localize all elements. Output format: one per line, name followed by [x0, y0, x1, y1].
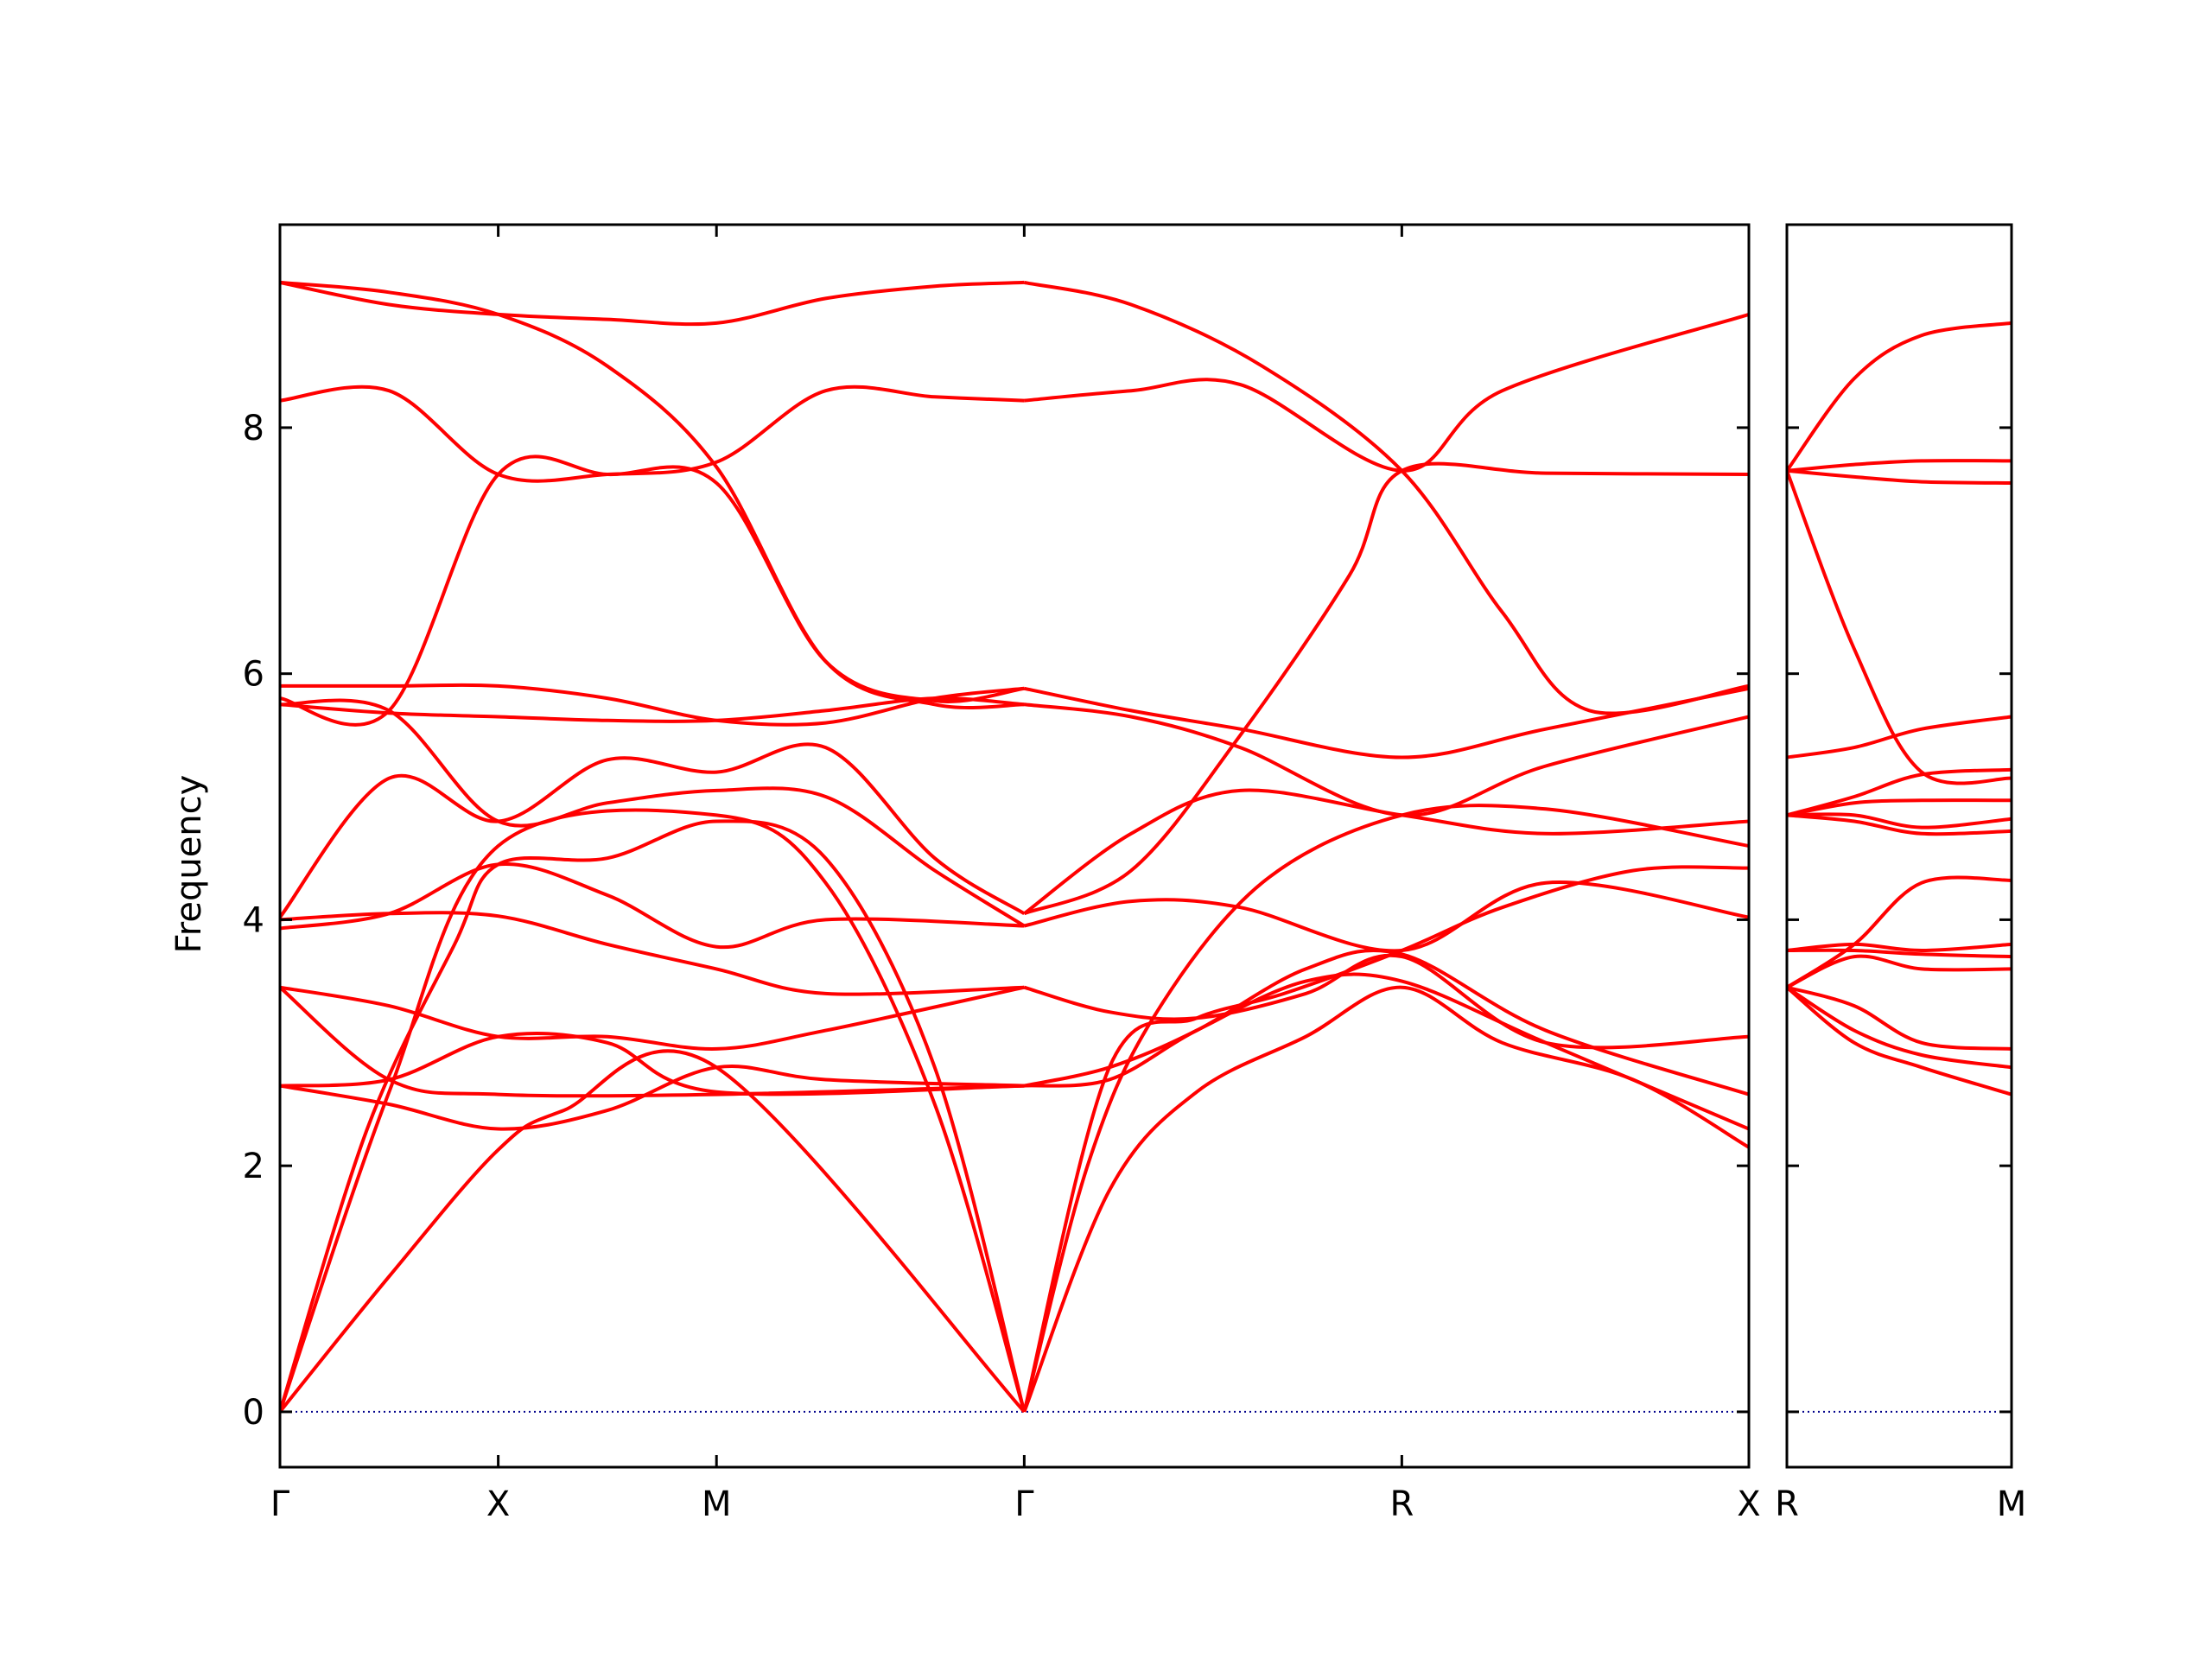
phonon-band-side-2 [1787, 985, 2012, 1051]
y-tick-label: 8 [243, 409, 264, 448]
phonon-band-main-2 [280, 819, 1027, 1413]
y-tick-label: 0 [243, 1393, 264, 1433]
phonon-band-side-0 [1787, 986, 2012, 1096]
phonon-band-side-12 [1787, 470, 2012, 785]
phonon-band-main-21 [1023, 948, 1749, 1096]
phonon-band-main-23 [1023, 880, 1749, 953]
phonon-band-main-10 [280, 698, 1026, 928]
phonon-band-side-10 [1787, 767, 2012, 817]
phonon-band-main-11 [280, 683, 1025, 727]
phonon-band-main-5 [280, 986, 1025, 1098]
phonon-band-main-27 [1023, 280, 1749, 715]
phonon-band-main-14 [280, 280, 1025, 327]
phonon-band-side-6 [1787, 942, 2012, 952]
phonon-band-side-11 [1787, 715, 2012, 760]
y-tick-label: 4 [243, 900, 264, 940]
phonon-band-main-18 [1022, 804, 1749, 1413]
bands-group [280, 280, 1749, 1414]
phonon-band-main-19 [1022, 865, 1749, 1413]
phonon-band-main-9 [280, 742, 1026, 918]
phonon-band-main-15 [280, 280, 1025, 709]
phonon-band-main-1 [280, 808, 1027, 1413]
x-tick-label-Γ: Γ [270, 1484, 290, 1524]
phonon-band-main-3 [280, 1065, 1025, 1131]
plot-frame [1785, 223, 2013, 1469]
phonon-band-side-7 [1787, 813, 2012, 836]
y-axis-title: Frequency [169, 775, 209, 954]
phonon-band-side-8 [1787, 812, 2012, 830]
y-tick-label: 6 [243, 655, 264, 695]
phonon-band-main-25 [1024, 702, 1749, 817]
x-tick-label-M: M [1997, 1484, 2027, 1524]
bands-group [1787, 321, 2012, 1096]
phonon-band-main-8 [280, 911, 1025, 996]
plot-frame [278, 223, 1751, 1469]
phonon-band-main-7 [280, 862, 1025, 950]
phonon-band-main-28 [1024, 312, 1749, 473]
phonon-band-side-15 [1787, 321, 2012, 472]
phonon-band-main-20 [1024, 972, 1749, 1131]
x-tick-label-Γ: Γ [1014, 1484, 1034, 1524]
y-tick-label: 2 [243, 1147, 264, 1186]
x-tick-label-M: M [702, 1484, 732, 1524]
x-tick-label-R: R [1775, 1484, 1799, 1524]
x-tick-label-R: R [1389, 1484, 1414, 1524]
phonon-band-side-1 [1787, 986, 2012, 1070]
phonon-band-main-0 [280, 1049, 1026, 1414]
phonon-band-main-26 [1024, 686, 1749, 760]
phonon-band-side-9 [1787, 798, 2012, 817]
phonon-band-side-4 [1787, 948, 2012, 959]
phonon-band-main-13 [280, 385, 1025, 483]
phonon-band-side-5 [1787, 875, 2012, 989]
phonon-band-main-24 [1023, 788, 1749, 915]
phonon-band-main-29 [1023, 461, 1749, 916]
phonon-band-side-3 [1787, 954, 2012, 989]
phonon-band-main-16 [280, 454, 1025, 727]
main-panel: 0 2 4 6 8 Γ X M Γ R X [243, 223, 1761, 1524]
phonon-band-main-6 [280, 985, 1025, 1051]
phonon-band-side-14 [1787, 459, 2012, 473]
x-tick-label-X: X [1737, 1484, 1760, 1524]
phonon-band-side-13 [1787, 468, 2012, 485]
x-tick-label-X: X [486, 1484, 510, 1524]
phonon-band-main-22 [1023, 953, 1749, 1050]
